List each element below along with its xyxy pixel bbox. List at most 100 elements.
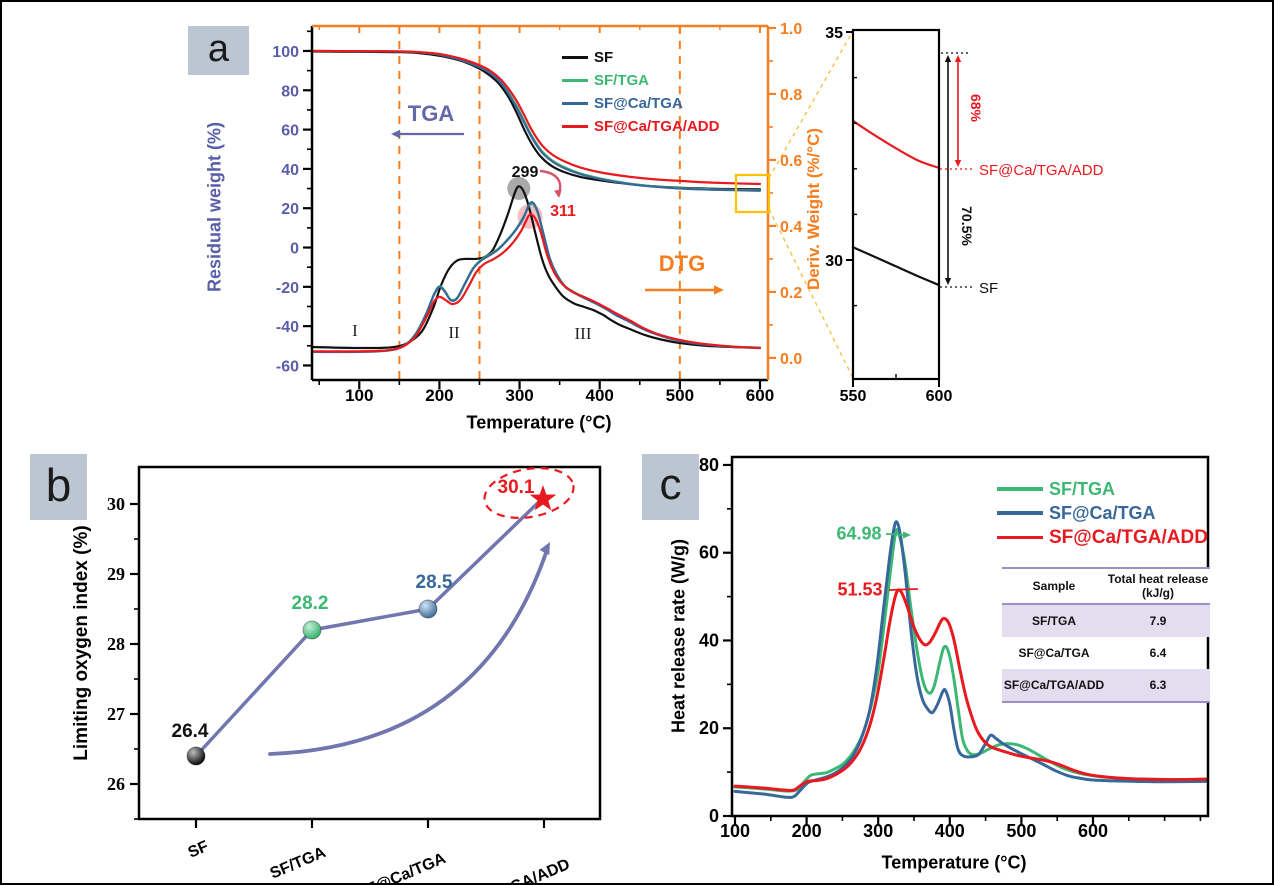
table-row: SF@Ca/TGA 6.4 xyxy=(1002,637,1210,669)
tick-label: -20 xyxy=(276,280,299,297)
tick-label: 0.0 xyxy=(780,351,802,368)
tick-label: 0.8 xyxy=(780,87,802,104)
legend-label-sftga: SF/TGA xyxy=(594,72,649,89)
table-cell-value: 6.3 xyxy=(1149,678,1167,692)
table-cell-sample: SF/TGA xyxy=(1032,614,1076,628)
arrowhead xyxy=(944,55,952,62)
legend-item-sfcatga-c: SF@Ca/TGA xyxy=(997,501,1208,525)
loi-star-marker xyxy=(529,485,557,511)
tick-label: 300 xyxy=(505,386,533,405)
tick-label: 100 xyxy=(272,44,299,61)
arrowhead xyxy=(539,542,550,556)
tick-label: 0 xyxy=(709,806,719,826)
arrowhead xyxy=(954,160,962,167)
loi-marker xyxy=(418,599,438,619)
tick-label: 1.0 xyxy=(780,21,802,38)
tick-label: 60 xyxy=(281,123,299,140)
dtg-curve xyxy=(310,201,762,354)
legend-item-sftga: SF/TGA xyxy=(562,69,719,92)
panel-b-frame xyxy=(137,465,602,821)
legend-swatch-sfcatga-c xyxy=(997,511,1043,515)
legend-item-sftga-c: SF/TGA xyxy=(997,477,1208,501)
loi-value-sfcatga: 28.5 xyxy=(415,572,453,593)
tick-label: 28 xyxy=(107,634,125,654)
loi-improvement-arrow xyxy=(268,548,549,756)
tick-label: 600 xyxy=(1078,821,1108,841)
legend-swatch-sfcatgaadd xyxy=(562,125,588,128)
tick-label: 27 xyxy=(107,704,125,724)
legend-swatch-sfcatga xyxy=(562,102,588,105)
hrr-red-leader xyxy=(888,588,919,591)
arrowhead xyxy=(954,55,962,62)
panel-b-badge: b xyxy=(30,454,87,520)
legend-label-sfcatgaadd-c: SF@Ca/TGA/ADD xyxy=(1049,526,1208,548)
table-header-sample: Sample xyxy=(1032,579,1076,593)
tick-label: 550 xyxy=(840,388,867,405)
loi-marker xyxy=(302,620,322,640)
tick-label: 100 xyxy=(345,386,373,405)
panel-c-badge: c xyxy=(642,454,699,520)
tga-curve xyxy=(310,49,762,186)
tick-label: 80 xyxy=(281,83,299,100)
heat-release-table: Sample Total heat release (kJ/g) SF/TGA 7… xyxy=(1002,567,1210,703)
tick-label: 35 xyxy=(825,25,843,42)
tick-label: 20 xyxy=(699,718,719,738)
tick-label: 40 xyxy=(699,630,719,650)
region-ii-label: II xyxy=(448,323,460,342)
loi-value-sftga: 28.2 xyxy=(291,593,329,614)
tick-label: 200 xyxy=(792,821,822,841)
hrr-peak-green-label: 64.98 xyxy=(836,523,882,544)
region-i-label: I xyxy=(352,321,358,340)
tick-label: 40 xyxy=(281,162,299,179)
tick-label: 300 xyxy=(863,821,893,841)
tick-label: 0 xyxy=(290,241,299,258)
panel-b-yaxis-label: Limiting oxygen index (%) xyxy=(71,525,92,761)
hrr-curve xyxy=(733,520,1208,800)
tick-label: 0.4 xyxy=(780,219,802,236)
legend-item-sfcatga: SF@Ca/TGA xyxy=(562,92,719,115)
inset-red-curve-label: SF@Ca/TGA/ADD xyxy=(979,162,1104,179)
loi-highlight-ellipse xyxy=(483,467,575,519)
panel-c-xaxis-label: Temperature (°C) xyxy=(881,852,1027,873)
hrr-peak-red-label: 51.53 xyxy=(837,579,883,600)
inset-frame xyxy=(851,28,941,381)
tick-label: 60 xyxy=(699,543,719,563)
peak-299-annotation: 299 xyxy=(511,164,539,181)
arrowhead xyxy=(391,129,400,139)
table-header-row: Sample Total heat release (kJ/g) xyxy=(1002,569,1210,605)
legend-label-sfcatga: SF@Ca/TGA xyxy=(594,95,683,112)
tick-label: 20 xyxy=(281,201,299,218)
tick-label: 80 xyxy=(699,455,719,475)
arrowhead xyxy=(944,278,952,285)
legend-label-sfcatgaadd: SF@Ca/TGA/ADD xyxy=(594,118,720,135)
loi-value-sfcatgaadd: 30.1 xyxy=(497,477,535,498)
legend-swatch-sftga-c xyxy=(997,487,1043,491)
legend-label-sfcatga-c: SF@Ca/TGA xyxy=(1049,502,1156,523)
table-row: SF/TGA 7.9 xyxy=(1002,605,1210,637)
legend-label-sftga-c: SF/TGA xyxy=(1049,478,1115,499)
arrowhead xyxy=(554,189,562,198)
region-iii-label: III xyxy=(574,324,592,343)
legend-swatch-sftga xyxy=(562,79,588,82)
panel-c-yaxis-label: Heat release rate (W/g) xyxy=(668,538,689,734)
tick-label: 26 xyxy=(107,774,125,794)
zoom-region-box xyxy=(734,173,771,214)
inset-68pct-label: 68% xyxy=(968,93,984,123)
arrowhead xyxy=(714,285,724,295)
tick-label: 400 xyxy=(586,386,614,405)
tick-label: 30 xyxy=(107,494,125,514)
arrowhead xyxy=(903,531,911,539)
legend-label-sf: SF xyxy=(594,49,614,66)
tick-label: 0.6 xyxy=(780,153,802,170)
tick-label: 200 xyxy=(425,386,453,405)
legend-item-sf: SF xyxy=(562,46,719,69)
tick-label: 29 xyxy=(107,564,125,584)
table-row: SF@Ca/TGA/ADD 6.3 xyxy=(1002,669,1210,701)
table-cell-sample: SF@Ca/TGA xyxy=(1018,646,1090,660)
tga-annotation: TGA xyxy=(407,101,455,126)
inset-curve xyxy=(851,246,941,287)
tick-label: -60 xyxy=(276,358,299,375)
dtg-curve xyxy=(310,185,762,350)
tick-label: 600 xyxy=(926,388,953,405)
dtg-annotation: DTG xyxy=(658,251,706,276)
